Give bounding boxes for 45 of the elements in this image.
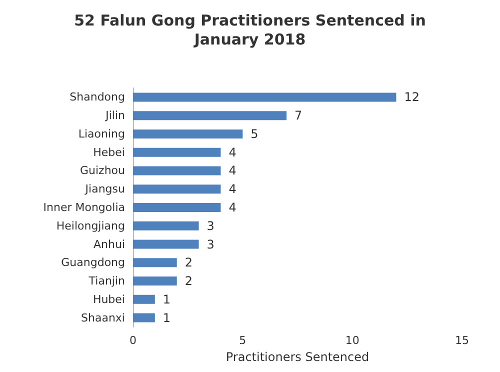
data-label: 1 [162, 310, 171, 325]
bar [133, 111, 287, 120]
data-label: 2 [184, 274, 193, 288]
bar [133, 92, 396, 102]
y-tick-label: Guangdong [61, 256, 125, 270]
x-axis-title: Practitioners Sentenced [226, 350, 370, 364]
bar [133, 166, 221, 176]
data-label: 3 [206, 237, 214, 252]
bar [133, 148, 221, 157]
bar [133, 129, 243, 138]
y-tick-label: Jiangsu [84, 182, 125, 196]
bar [133, 203, 221, 212]
data-label: 4 [228, 164, 236, 178]
y-tick-label: Heilongjiang [56, 219, 125, 232]
x-tick-label: 10 [345, 334, 360, 347]
bar [133, 240, 199, 249]
bar [133, 294, 155, 304]
bar [133, 258, 177, 268]
data-label: 4 [228, 200, 236, 214]
y-tick-label: Hubei [92, 292, 125, 306]
y-tick-label: Guizhou [80, 164, 125, 178]
data-label: 12 [404, 90, 420, 104]
y-tick-label: Hebei [93, 146, 125, 159]
chart-title: 52 Falun Gong Practitioners Sentenced in January 2018 [74, 12, 426, 48]
data-label: 4 [228, 182, 236, 196]
y-tick-label: Shaanxi [81, 311, 125, 324]
y-tick-label: Shandong [70, 90, 125, 104]
data-label: 2 [184, 256, 193, 270]
data-label: 3 [206, 218, 214, 233]
y-tick-label: Liaoning [78, 127, 125, 140]
data-label: 5 [250, 126, 258, 141]
x-tick-label: 5 [239, 334, 246, 347]
y-tick-label: Anhui [94, 238, 125, 251]
y-tick-label: Jilin [104, 109, 126, 122]
y-tick-label: Inner Mongolia [43, 201, 125, 214]
data-label: 7 [294, 108, 302, 123]
bar [133, 221, 199, 230]
data-label: 4 [228, 145, 236, 160]
bar [133, 313, 155, 322]
bar [133, 276, 177, 286]
x-tick-label: 0 [130, 334, 136, 347]
x-tick-label: 15 [455, 334, 469, 347]
y-tick-label: Tianjin [88, 274, 126, 288]
data-label: 1 [162, 292, 171, 306]
bar [133, 184, 221, 194]
